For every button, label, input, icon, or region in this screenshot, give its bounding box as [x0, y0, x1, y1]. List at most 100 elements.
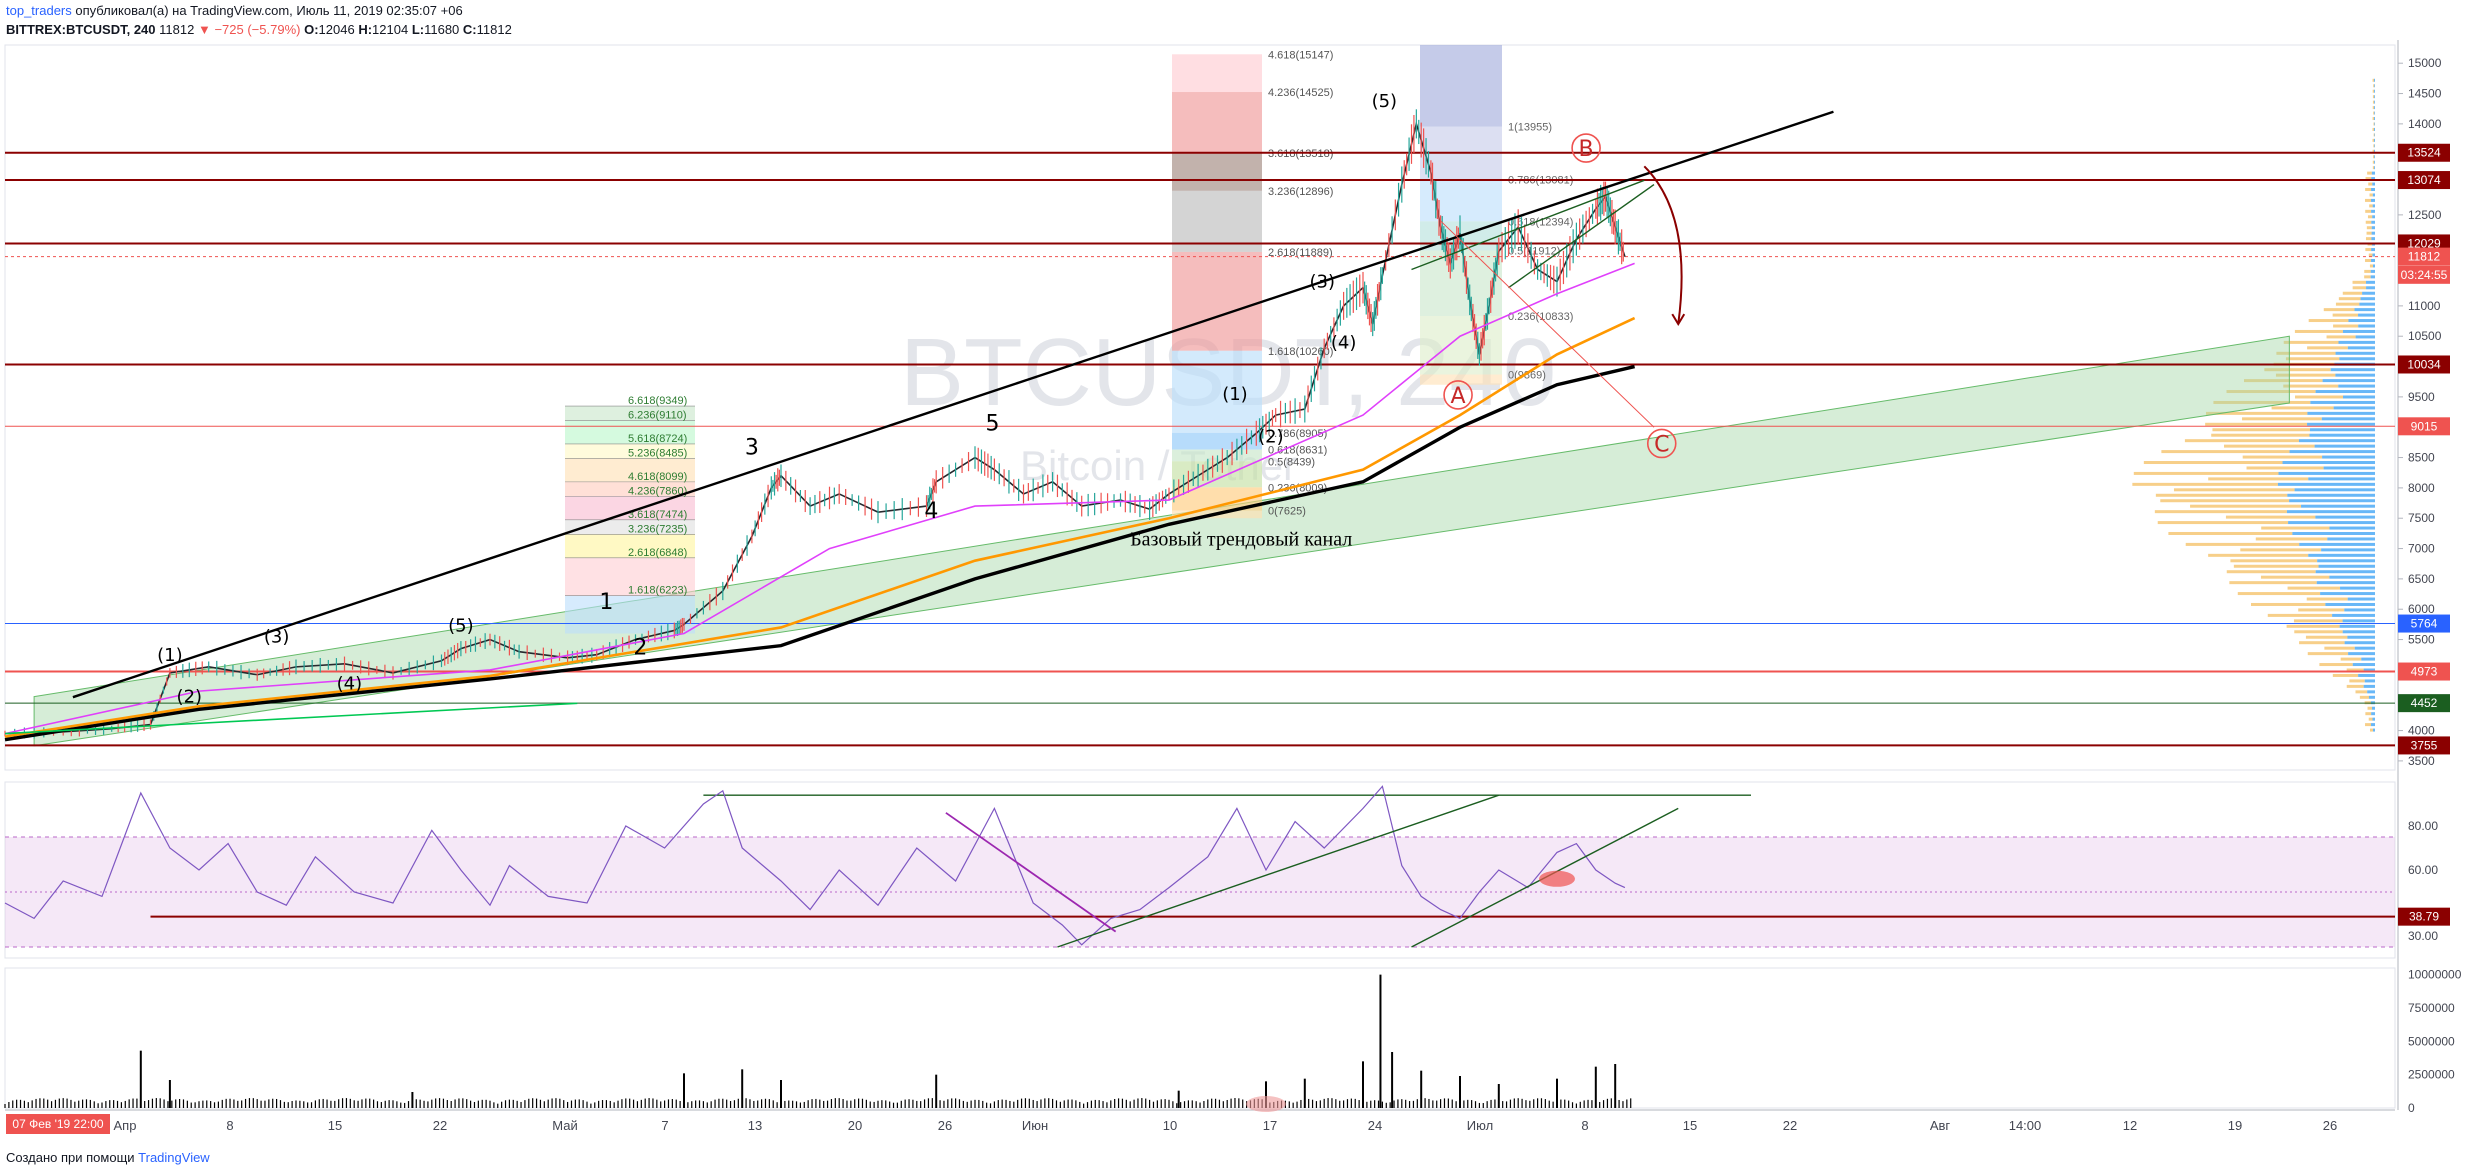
- price-tag: 11812: [2408, 250, 2441, 264]
- volume-profile-bar: [2371, 259, 2375, 262]
- volume-highlight: [1246, 1096, 1286, 1112]
- time-tick-label: 24: [1368, 1118, 1382, 1133]
- volume-profile-bar: [2374, 84, 2375, 87]
- volume-profile-bar: [2168, 532, 2292, 535]
- volume-profile-bar: [2226, 516, 2315, 519]
- volume-profile-bar: [2331, 368, 2375, 371]
- volume-profile-bar: [2364, 685, 2375, 688]
- volume-profile-bar: [2156, 494, 2287, 497]
- price-tick-label: 8500: [2408, 451, 2435, 465]
- time-tick-label: 13: [748, 1118, 762, 1133]
- volume-profile-bar: [2365, 259, 2371, 262]
- volume-profile-bar: [2374, 95, 2375, 98]
- fib-label-right: 2.618(11889): [1268, 247, 1333, 259]
- tradingview-link[interactable]: TradingView: [138, 1150, 210, 1165]
- volume-profile-bar: [2308, 477, 2375, 480]
- time-tick-label: 19: [2228, 1118, 2242, 1133]
- wave-label: C: [1654, 432, 1669, 457]
- volume-profile-bar: [2321, 548, 2375, 551]
- volume-profile-bar: [2371, 712, 2375, 715]
- volume-profile-bar: [2368, 707, 2372, 710]
- volume-profile-bar: [2286, 357, 2339, 360]
- volume-profile-bar: [2287, 625, 2340, 628]
- volume-profile-bar: [2348, 652, 2375, 655]
- price-tick-label: 8000: [2408, 481, 2435, 495]
- time-tick-label: Июл: [1467, 1118, 1493, 1133]
- volume-profile-bar: [2339, 357, 2375, 360]
- volume-profile-bar: [2301, 505, 2375, 508]
- volume-profile-bar: [2288, 521, 2375, 524]
- volume-profile-bar: [2373, 95, 2374, 98]
- volume-profile-bar: [2336, 303, 2359, 306]
- volume-profile-bar: [2374, 139, 2375, 142]
- wave-label: (1): [1222, 384, 1248, 405]
- volume-profile-bar: [2283, 461, 2375, 464]
- volume-profile-bar: [2365, 712, 2371, 715]
- volume-profile-bar: [2155, 510, 2287, 513]
- volume-profile-bar: [2348, 346, 2375, 349]
- volume-profile-bar: [2288, 587, 2340, 590]
- volume-profile-bar: [2373, 128, 2374, 131]
- wave-label: (2): [1258, 426, 1284, 447]
- volume-profile-bar: [2374, 161, 2375, 164]
- volume-profile-bar: [2367, 232, 2372, 235]
- wave-label: (2): [177, 687, 203, 708]
- volume-profile-bar: [2372, 707, 2375, 710]
- volume-profile-bar: [2335, 374, 2375, 377]
- volume-profile-bar: [2343, 292, 2362, 295]
- fib-label-left: 2.618(6848): [628, 547, 687, 559]
- volume-profile-bar: [2370, 193, 2373, 196]
- volume-profile-bar: [2355, 308, 2375, 311]
- volume-tick-label: 2500000: [2408, 1068, 2455, 1082]
- volume-profile-bar: [2373, 112, 2374, 115]
- time-tick-label: Июн: [1022, 1118, 1048, 1133]
- wave-label: (5): [448, 616, 474, 637]
- fib-label-right: 0(7625): [1268, 506, 1306, 518]
- time-tick-label: 7: [661, 1118, 668, 1133]
- wave-label: (4): [1331, 332, 1357, 353]
- volume-tick-label: 5000000: [2408, 1034, 2455, 1048]
- rsi-tick-label: 80.00: [2408, 819, 2438, 833]
- time-tick-label: 14:00: [2009, 1118, 2042, 1133]
- volume-profile-bar: [2367, 226, 2372, 229]
- price-tick-label: 9500: [2408, 390, 2435, 404]
- volume-profile-bar: [2372, 718, 2375, 721]
- volume-profile-bar: [2369, 718, 2373, 721]
- volume-profile-bar: [2317, 581, 2375, 584]
- volume-profile-bar: [2211, 434, 2309, 437]
- time-tick-label: 15: [328, 1118, 342, 1133]
- volume-profile-bar: [2243, 456, 2322, 459]
- volume-profile-bar: [2278, 483, 2375, 486]
- volume-profile-bar: [2208, 554, 2308, 557]
- volume-profile-bar: [2329, 527, 2375, 530]
- volume-profile-bar: [2309, 319, 2349, 322]
- volume-profile-bar: [2347, 636, 2375, 639]
- time-tick-label: 22: [433, 1118, 447, 1133]
- volume-profile-bar: [2374, 155, 2375, 158]
- volume-profile-bar: [2327, 335, 2356, 338]
- price-tick-label: 6000: [2408, 602, 2435, 616]
- volume-profile-bar: [2345, 641, 2375, 644]
- volume-profile-bar: [2224, 445, 2315, 448]
- volume-profile-bar: [2324, 308, 2355, 311]
- volume-profile-bar: [2371, 199, 2375, 202]
- volume-profile-bar: [2358, 314, 2375, 317]
- volume-profile-bar: [2205, 423, 2307, 426]
- volume-profile-bar: [2344, 608, 2375, 611]
- volume-profile-bar: [2365, 723, 2371, 726]
- wave-label: (1): [157, 645, 183, 666]
- price-tick-label: 7500: [2408, 511, 2435, 525]
- volume-profile-bar: [2340, 625, 2375, 628]
- volume-profile-bar: [2374, 144, 2375, 147]
- volume-profile-bar: [2158, 521, 2288, 524]
- volume-profile-bar: [2373, 79, 2374, 82]
- volume-profile-bar: [2371, 723, 2375, 726]
- rsi-tick-label: 60.00: [2408, 863, 2438, 877]
- volume-profile-bar: [2190, 505, 2301, 508]
- fib-label-left: 5.236(8485): [628, 447, 687, 459]
- fib-zone-right: [1172, 433, 1262, 450]
- volume-profile-bar: [2319, 663, 2352, 666]
- volume-tick-label: 0: [2408, 1101, 2415, 1115]
- volume-profile-bar: [2373, 101, 2374, 104]
